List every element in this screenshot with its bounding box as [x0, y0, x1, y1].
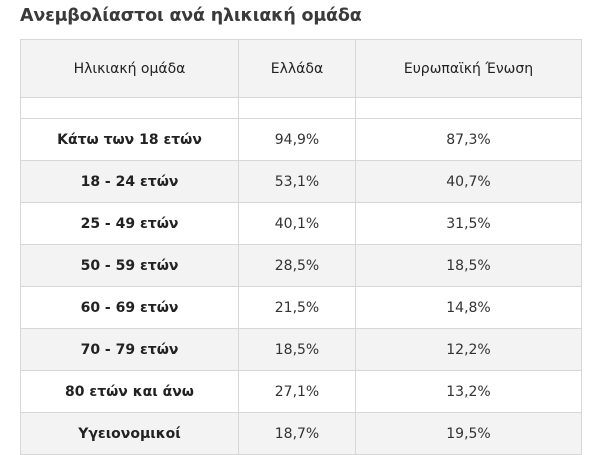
eu-value-cell: 19,5%	[355, 412, 582, 455]
eu-value-cell: 87,3%	[355, 118, 582, 161]
greece-value-cell: 18,5%	[238, 328, 356, 371]
table-spacer-row	[20, 97, 582, 119]
spacer-cell	[20, 97, 239, 119]
eu-value-cell: 12,2%	[355, 328, 582, 371]
eu-value-cell: 18,5%	[355, 244, 582, 287]
table-row: 50 - 59 ετών 28,5% 18,5%	[20, 244, 582, 287]
age-group-cell: 60 - 69 ετών	[20, 286, 239, 329]
greece-value-cell: 21,5%	[238, 286, 356, 329]
header-eu: Ευρωπαϊκή Ένωση	[355, 39, 582, 98]
table-row: Κάτω των 18 ετών 94,9% 87,3%	[20, 118, 582, 161]
table-row: 18 - 24 ετών 53,1% 40,7%	[20, 160, 582, 203]
table-row: Υγειονομικοί 18,7% 19,5%	[20, 412, 582, 455]
greece-value-cell: 28,5%	[238, 244, 356, 287]
greece-value-cell: 27,1%	[238, 370, 356, 413]
spacer-cell	[355, 97, 582, 119]
page-title: Ανεμβολίαστοι ανά ηλικιακή ομάδα	[20, 6, 362, 26]
table-row: 25 - 49 ετών 40,1% 31,5%	[20, 202, 582, 245]
eu-value-cell: 14,8%	[355, 286, 582, 329]
header-age-group: Ηλικιακή ομάδα	[20, 39, 239, 98]
spacer-cell	[238, 97, 356, 119]
age-group-cell: 70 - 79 ετών	[20, 328, 239, 371]
table-header-row: Ηλικιακή ομάδα Ελλάδα Ευρωπαϊκή Ένωση	[20, 39, 582, 98]
age-group-cell: Κάτω των 18 ετών	[20, 118, 239, 161]
age-group-cell: Υγειονομικοί	[20, 412, 239, 455]
age-group-cell: 18 - 24 ετών	[20, 160, 239, 203]
greece-value-cell: 40,1%	[238, 202, 356, 245]
greece-value-cell: 18,7%	[238, 412, 356, 455]
eu-value-cell: 31,5%	[355, 202, 582, 245]
age-group-cell: 80 ετών και άνω	[20, 370, 239, 413]
age-group-cell: 25 - 49 ετών	[20, 202, 239, 245]
table-row: 60 - 69 ετών 21,5% 14,8%	[20, 286, 582, 329]
unvaccinated-table: Ηλικιακή ομάδα Ελλάδα Ευρωπαϊκή Ένωση Κά…	[20, 39, 582, 455]
table-row: 70 - 79 ετών 18,5% 12,2%	[20, 328, 582, 371]
eu-value-cell: 13,2%	[355, 370, 582, 413]
greece-value-cell: 94,9%	[238, 118, 356, 161]
header-greece: Ελλάδα	[238, 39, 356, 98]
eu-value-cell: 40,7%	[355, 160, 582, 203]
greece-value-cell: 53,1%	[238, 160, 356, 203]
table-row: 80 ετών και άνω 27,1% 13,2%	[20, 370, 582, 413]
age-group-cell: 50 - 59 ετών	[20, 244, 239, 287]
